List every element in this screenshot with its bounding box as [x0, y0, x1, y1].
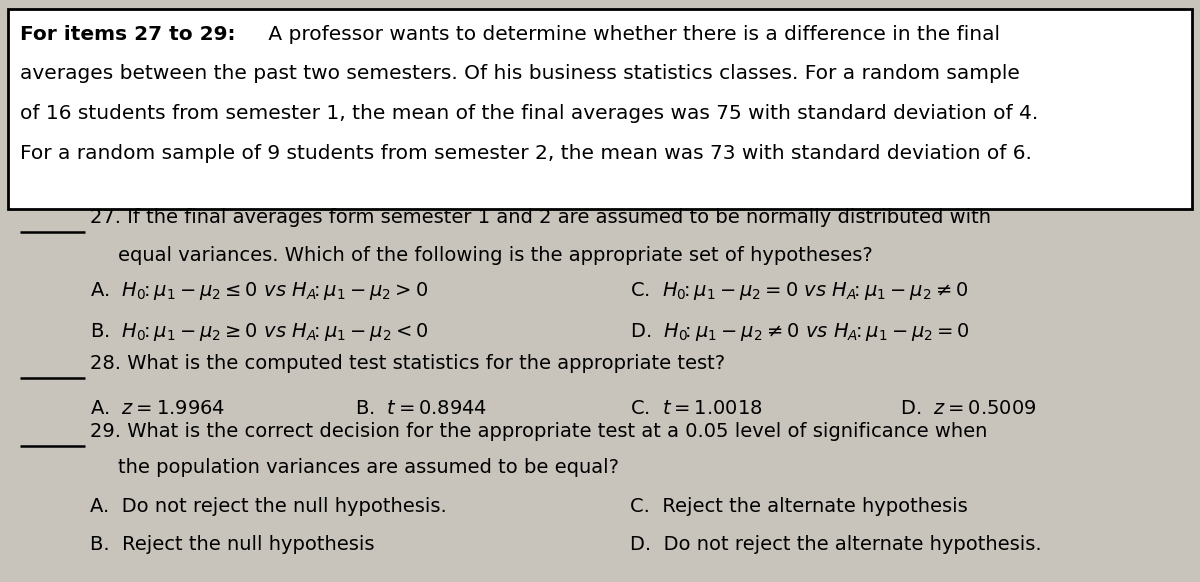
- Text: A.  Do not reject the null hypothesis.: A. Do not reject the null hypothesis.: [90, 496, 446, 516]
- Text: of 16 students from semester 1, the mean of the final averages was 75 with stand: of 16 students from semester 1, the mean…: [20, 104, 1038, 123]
- Text: C.  $H_0\!\!: \mu_1 - \mu_2 = 0\ \mathit{vs}\ H_A\!\!: \mu_1 - \mu_2 \neq 0$: C. $H_0\!\!: \mu_1 - \mu_2 = 0\ \mathit{…: [630, 280, 968, 302]
- FancyBboxPatch shape: [8, 9, 1192, 209]
- Text: averages between the past two semesters. Of his business statistics classes. For: averages between the past two semesters.…: [20, 65, 1020, 83]
- Text: D.  $z = 0.5009$: D. $z = 0.5009$: [900, 399, 1037, 418]
- Text: C.  $t = 1.0018$: C. $t = 1.0018$: [630, 399, 763, 418]
- Text: B.  $t = 0.8944$: B. $t = 0.8944$: [355, 399, 487, 418]
- Text: B.  $H_0\!\!: \mu_1 - \mu_2 \geq 0\ \mathit{vs}\ H_A\!\!: \mu_1 - \mu_2 < 0$: B. $H_0\!\!: \mu_1 - \mu_2 \geq 0\ \math…: [90, 321, 428, 343]
- Text: D.  Do not reject the alternate hypothesis.: D. Do not reject the alternate hypothesi…: [630, 535, 1042, 555]
- Text: 27. If the final averages form semester 1 and 2 are assumed to be normally distr: 27. If the final averages form semester …: [90, 208, 991, 228]
- Text: For a random sample of 9 students from semester 2, the mean was 73 with standard: For a random sample of 9 students from s…: [20, 144, 1032, 162]
- Text: the population variances are assumed to be equal?: the population variances are assumed to …: [118, 458, 619, 477]
- Text: A.  $H_0\!\!: \mu_1 - \mu_2 \leq 0\ \mathit{vs}\ H_A\!\!: \mu_1 - \mu_2 > 0$: A. $H_0\!\!: \mu_1 - \mu_2 \leq 0\ \math…: [90, 280, 428, 302]
- Text: C.  Reject the alternate hypothesis: C. Reject the alternate hypothesis: [630, 496, 967, 516]
- Text: A professor wants to determine whether there is a difference in the final: A professor wants to determine whether t…: [262, 25, 1000, 44]
- Text: equal variances. Which of the following is the appropriate set of hypotheses?: equal variances. Which of the following …: [118, 246, 872, 265]
- Text: B.  Reject the null hypothesis: B. Reject the null hypothesis: [90, 535, 374, 555]
- Text: 29. What is the correct decision for the appropriate test at a 0.05 level of sig: 29. What is the correct decision for the…: [90, 422, 988, 441]
- Text: For items 27 to 29:: For items 27 to 29:: [20, 25, 235, 44]
- Text: A.  $z = 1.9964$: A. $z = 1.9964$: [90, 399, 226, 418]
- Text: 28. What is the computed test statistics for the appropriate test?: 28. What is the computed test statistics…: [90, 354, 725, 373]
- Text: D.  $H_0\!\!: \mu_1 - \mu_2 \neq 0\ \mathit{vs}\ H_A\!\!: \mu_1 - \mu_2 = 0$: D. $H_0\!\!: \mu_1 - \mu_2 \neq 0\ \math…: [630, 321, 970, 343]
